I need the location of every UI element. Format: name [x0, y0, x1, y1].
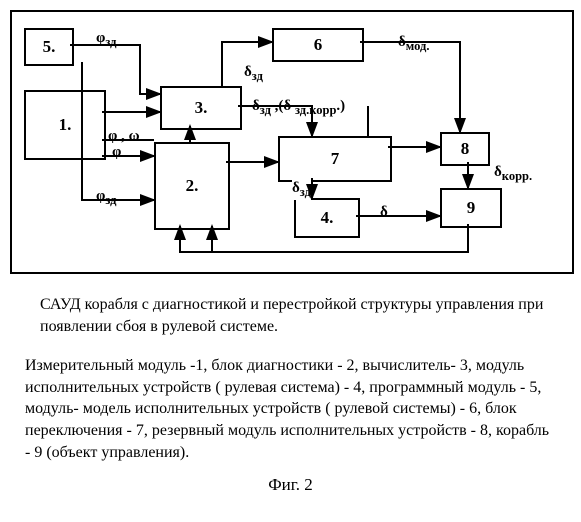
node-6: 6 — [272, 28, 364, 62]
label-phi-zd-bot: φзд — [96, 188, 117, 208]
caption-text: САУД корабля с диагностикой и перестройк… — [40, 294, 551, 337]
node-2-label: 2. — [186, 176, 199, 196]
label-delta: δ — [380, 204, 388, 221]
node-2: 2. — [154, 142, 230, 230]
label-phi-zd-top: φзд. — [96, 30, 120, 50]
node-5: 5. — [24, 28, 74, 66]
node-8-label: 8 — [461, 139, 470, 159]
node-8: 8 — [440, 132, 490, 166]
node-5-label: 5. — [43, 37, 56, 57]
node-1-label: 1. — [59, 115, 72, 135]
node-3-label: 3. — [195, 98, 208, 118]
node-9-label: 9 — [467, 198, 476, 218]
label-phi-omega: φ , ω — [108, 128, 140, 145]
node-4-label: 4. — [321, 208, 334, 228]
node-4: 4. — [294, 198, 360, 238]
block-diagram: 1. 5. 3. 6 2. 7 4. 8 9 φзд. δзд δмод. δз… — [10, 10, 574, 274]
label-delta-zd-b: δзд — [292, 180, 311, 200]
figure-label: Фиг. 2 — [10, 475, 571, 495]
label-delta-zd-a: δзд — [244, 64, 263, 84]
label-phi: φ — [112, 144, 121, 161]
label-delta-korr: δкорр. — [494, 164, 532, 184]
legend-text: Измерительный модуль -1, блок диагностик… — [25, 355, 556, 463]
node-9: 9 — [440, 188, 502, 228]
label-delta-zd-corr: δзд ,(δ зд.корр.) — [252, 98, 345, 118]
node-3: 3. — [160, 86, 242, 130]
label-delta-mod: δмод. — [398, 34, 430, 54]
node-1: 1. — [24, 90, 106, 160]
node-7-label: 7 — [331, 149, 340, 169]
node-6-label: 6 — [314, 35, 323, 55]
node-7: 7 — [278, 136, 392, 182]
